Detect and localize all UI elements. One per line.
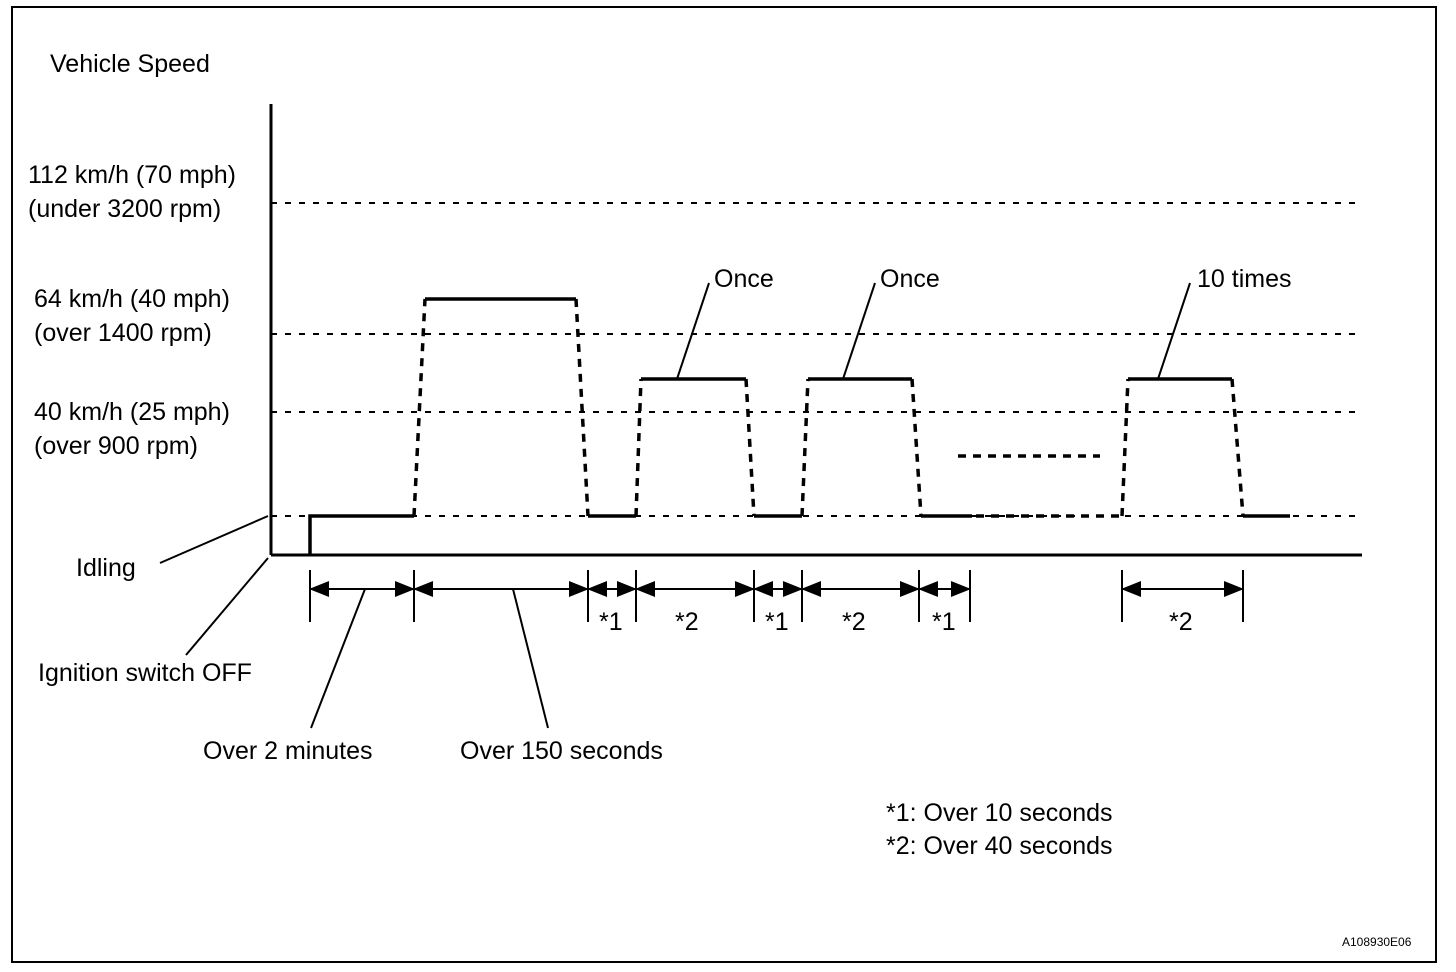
decel-2 (744, 378, 756, 517)
level-64-label: 64 km/h (40 mph) (34, 285, 230, 313)
mark-1-a: *1 (599, 608, 623, 636)
accel-2 (634, 378, 643, 517)
decel-1 (574, 298, 590, 517)
note-2: *2: Over 40 seconds (886, 832, 1113, 860)
diagram-title: Vehicle Speed (50, 50, 210, 78)
once-1-label: Once (714, 265, 774, 293)
level-40-label: 40 km/h (25 mph) (34, 398, 230, 426)
ignition-leader (185, 557, 269, 656)
figure-border (11, 6, 1437, 963)
reference-lines (271, 202, 1362, 517)
level-40-rpm-label: (over 900 rpm) (34, 432, 198, 460)
level-64-rpm-label: (over 1400 rpm) (34, 319, 212, 347)
mark-2-b: *2 (842, 608, 866, 636)
over-150-seconds-leader (512, 588, 549, 729)
accel-3 (800, 378, 810, 517)
startup-step (308, 514, 414, 555)
ten-times-label: 10 times (1197, 265, 1291, 293)
accel-1 (412, 298, 427, 517)
level-112-label: 112 km/h (70 mph) (28, 161, 236, 189)
idling-leader (159, 515, 269, 564)
over-150-seconds-label: Over 150 seconds (460, 737, 663, 765)
ignition-off-label: Ignition switch OFF (38, 659, 252, 687)
once-2-label: Once (880, 265, 940, 293)
mark-2-c: *2 (1169, 608, 1193, 636)
speed-profile-dashed (412, 298, 1245, 518)
decel-4 (1230, 378, 1245, 517)
accel-4 (1120, 378, 1130, 517)
figure-id: A108930E06 (1342, 935, 1412, 949)
idling-label: Idling (76, 554, 136, 582)
mark-1-b: *1 (765, 608, 789, 636)
ten-times-leader (1157, 282, 1191, 380)
decel-3 (910, 378, 923, 517)
level-112-rpm-label: (under 3200 rpm) (28, 195, 221, 223)
mark-2-a: *2 (675, 608, 699, 636)
speed-profile-solid (308, 297, 1290, 555)
note-1: *1: Over 10 seconds (886, 799, 1113, 827)
over-2-minutes-leader (310, 588, 366, 729)
once-1-leader (676, 282, 710, 380)
once-2-leader (842, 282, 876, 380)
mark-1-c: *1 (932, 608, 956, 636)
over-2-minutes-label: Over 2 minutes (203, 737, 373, 765)
